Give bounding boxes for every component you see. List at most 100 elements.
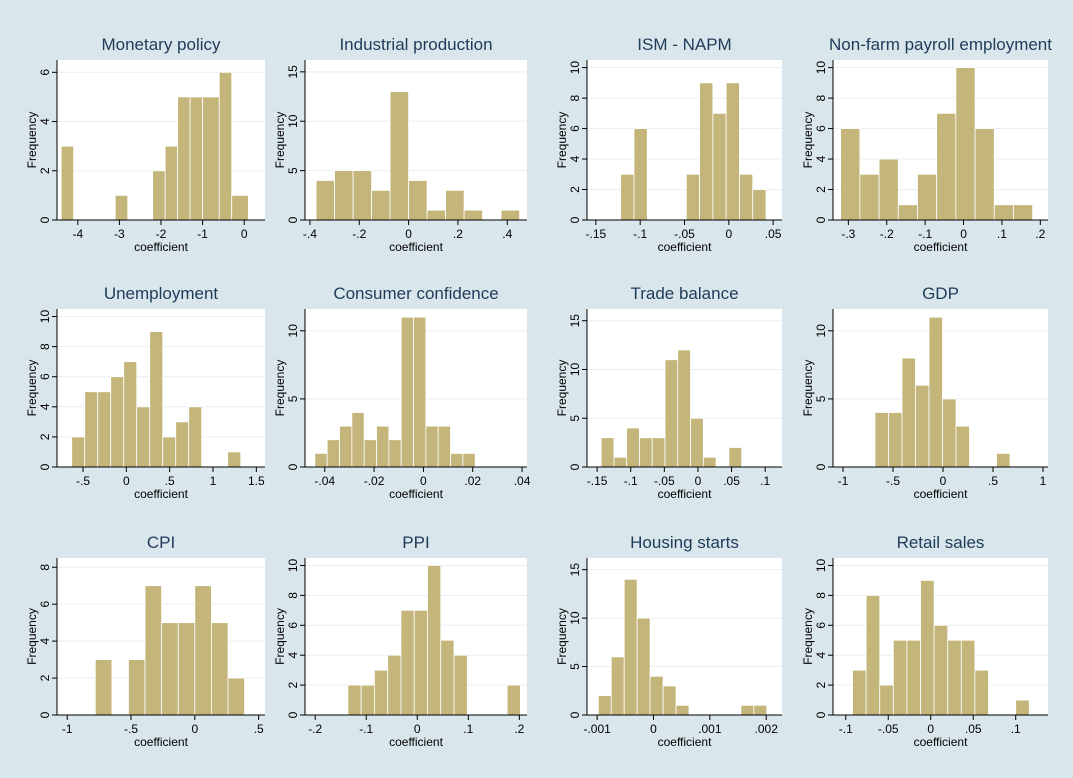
panel-3-ytick-label: 10	[814, 61, 828, 75]
panel-2-xtick-label: .05	[765, 227, 782, 241]
panel-0-x-axis-title: coefficient	[134, 240, 188, 254]
panel-0-bar-7	[218, 71, 233, 221]
panel-11-bar-9	[974, 669, 989, 716]
panel-10-xtick-label: .002	[755, 722, 779, 736]
panel-1-xtick-label: .2	[453, 227, 463, 241]
panel-8-ytick-label: 2	[38, 674, 52, 681]
panel-8-x-axis-title: coefficient	[134, 735, 188, 749]
panel-9-y-axis-title: Frequency	[273, 608, 287, 665]
panel-3-bar-3	[897, 204, 918, 221]
panel-9-xtick-label: .1	[463, 722, 473, 736]
panel-11: 0 2 4 6 8 10 -.1 -.05 0 .05 .1 coefficient Frequency…	[801, 533, 1048, 749]
panel-7: 0 5 10 -1 -.5 0 .5 1 coefficient Frequency GDP	[801, 284, 1048, 501]
panel-11-bar-10	[1015, 699, 1030, 716]
panel-9-title: PPI	[402, 533, 429, 552]
panel-11-bar-2	[879, 684, 894, 716]
panel-6-xtick-label: .1	[760, 474, 770, 488]
panel-11-ytick-label: 4	[814, 652, 828, 659]
panel-1-xtick-label: 0	[405, 227, 412, 241]
panel-6-bar-8	[702, 456, 717, 468]
panel-8-bar-0	[94, 659, 113, 716]
panel-11-bar-7	[947, 639, 962, 716]
panel-6-bar-2	[626, 427, 640, 468]
panel-5-xtick-label: -.02	[364, 474, 385, 488]
panel-3-title: Non-farm payroll employment	[829, 35, 1052, 54]
panel-9-bar-1	[360, 684, 375, 716]
panel-10-bar-0	[597, 695, 612, 716]
panel-9-ytick-label: 4	[286, 652, 300, 659]
panel-7-bar-7	[996, 452, 1011, 468]
panel-0-xtick-label: -2	[156, 227, 167, 241]
panel-0-bar-0	[60, 145, 75, 221]
panel-0-bar-6	[202, 96, 220, 221]
panel-5-bar-7	[400, 316, 414, 468]
panel-6-x-axis-title: coefficient	[658, 487, 712, 501]
panel-5-bar-8	[413, 316, 427, 468]
panel-11-x-axis-title: coefficient	[914, 735, 968, 749]
panel-4-ytick-label: 2	[38, 433, 52, 440]
panel-1-xtick-label: -.2	[352, 227, 366, 241]
panel-0-y-axis-title: Frequency	[25, 112, 39, 169]
panel-1-bar-2	[352, 170, 373, 221]
panel-1-xtick-label: -.4	[303, 227, 317, 241]
panel-10-y-axis-title: Frequency	[555, 608, 569, 665]
panel-7-bar-0	[874, 412, 889, 468]
panel-4-bar-2	[97, 391, 112, 468]
panel-9-xtick-label: .2	[514, 722, 524, 736]
panel-10-xtick-label: 0	[650, 722, 657, 736]
panel-6-bar-3	[639, 437, 653, 468]
panel-5-bar-5	[376, 425, 390, 468]
panel-4-bar-10	[227, 451, 242, 468]
panel-7-title: GDP	[922, 284, 959, 303]
panel-2-ytick-label: 10	[568, 61, 582, 75]
panel-6-ytick-label: 10	[568, 362, 582, 376]
panel-9-bar-6	[427, 565, 442, 716]
panel-0-xtick-label: 0	[241, 227, 248, 241]
panel-3-xtick-label: 0	[960, 227, 967, 241]
panel-0: 0 2 4 6 -4 -3 -2 -1 0 coefficient Frequency Monetar…	[25, 35, 265, 254]
panel-7-bar-4	[928, 316, 943, 468]
panel-2-y-axis-title: Frequency	[555, 112, 569, 169]
panel-4-x-axis-title: coefficient	[134, 487, 188, 501]
panel-1-bar-8	[463, 209, 484, 221]
panel-3-x-axis-title: coefficient	[914, 240, 968, 254]
panel-6-ytick-label: 5	[568, 415, 582, 422]
panel-5-ytick-label: 0	[286, 463, 300, 470]
panel-5-xtick-label: .02	[464, 474, 481, 488]
panel-7-xtick-label: -.5	[886, 474, 900, 488]
panel-1-bar-7	[445, 189, 465, 221]
panel-6-bar-1	[613, 456, 628, 468]
panel-4-xtick-label: .5	[165, 474, 175, 488]
panel-1-ytick-label: 5	[286, 167, 300, 174]
panel-3-xtick-label: -.1	[918, 227, 932, 241]
panel-9-ytick-label: 8	[286, 592, 300, 599]
panel-10-bar-2	[623, 578, 638, 716]
panel-4-title: Unemployment	[104, 284, 219, 303]
panel-7-xtick-label: .5	[988, 474, 998, 488]
panel-0-bar-2	[152, 170, 166, 221]
panel-5-bar-0	[314, 452, 328, 468]
panel-11-bar-8	[960, 639, 976, 716]
panel-2-bar-1	[633, 128, 648, 221]
panel-8-ytick-label: 6	[38, 601, 52, 608]
panel-5-title: Consumer confidence	[333, 284, 498, 303]
panel-4-bar-4	[123, 361, 138, 468]
panel-1-bar-4	[389, 91, 410, 221]
panel-5-bar-12	[462, 452, 476, 468]
panel-5-ytick-label: 10	[286, 324, 300, 338]
panel-5-xtick-label: .04	[514, 474, 531, 488]
panel-0-title: Monetary policy	[101, 35, 221, 54]
panel-6-xtick-label: 0	[695, 474, 702, 488]
panel-7-xtick-label: 1	[1040, 474, 1047, 488]
panel-3-ytick-label: 6	[814, 125, 828, 132]
panel-0-xtick-label: -4	[72, 227, 83, 241]
panel-7-bar-6	[955, 425, 970, 468]
panel-2-ytick-label: 2	[568, 186, 582, 193]
panel-3-y-axis-title: Frequency	[801, 112, 815, 169]
panel-6-bar-7	[690, 417, 704, 468]
panel-4-bar-9	[188, 406, 203, 468]
panel-9-bar-5	[413, 609, 428, 716]
panel-5-bar-2	[339, 425, 353, 468]
panel-2-ytick-label: 6	[568, 125, 582, 132]
panel-5-ytick-label: 5	[286, 395, 300, 402]
